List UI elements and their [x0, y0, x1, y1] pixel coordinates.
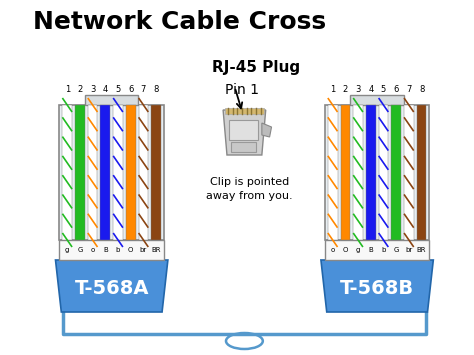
Text: BR: BR: [151, 247, 161, 253]
Text: B: B: [103, 247, 108, 253]
Text: 7: 7: [406, 85, 411, 94]
Text: g: g: [65, 247, 69, 253]
Text: B: B: [368, 247, 373, 253]
Text: 4: 4: [368, 85, 374, 94]
Polygon shape: [223, 110, 266, 155]
Bar: [325, 105, 429, 240]
Text: g: g: [356, 247, 360, 253]
Text: Pin 1: Pin 1: [225, 83, 259, 97]
Text: 3: 3: [90, 85, 95, 94]
Text: b: b: [116, 247, 120, 253]
Bar: [85, 95, 138, 105]
Text: o: o: [330, 247, 335, 253]
Text: 8: 8: [154, 85, 159, 94]
Bar: [340, 105, 350, 240]
Text: br: br: [405, 247, 412, 253]
Text: T-568A: T-568A: [74, 279, 149, 298]
Text: 4: 4: [103, 85, 108, 94]
Text: 2: 2: [77, 85, 82, 94]
Text: br: br: [140, 247, 147, 253]
Text: Network Cable Cross: Network Cable Cross: [33, 10, 326, 34]
Text: 2: 2: [343, 85, 348, 94]
Bar: [59, 240, 164, 260]
Bar: [113, 105, 123, 240]
Text: Clip is pointed
away from you.: Clip is pointed away from you.: [206, 177, 292, 201]
Text: 6: 6: [128, 85, 133, 94]
Text: 7: 7: [141, 85, 146, 94]
Bar: [151, 105, 161, 240]
Bar: [325, 240, 429, 260]
Text: O: O: [128, 247, 133, 253]
Bar: [353, 105, 363, 240]
Text: T-568B: T-568B: [340, 279, 414, 298]
Bar: [350, 95, 404, 105]
Bar: [59, 105, 164, 240]
Text: RJ-45 Plug: RJ-45 Plug: [212, 60, 300, 75]
Text: 8: 8: [419, 85, 424, 94]
Text: o: o: [91, 247, 95, 253]
Bar: [88, 105, 98, 240]
Text: b: b: [381, 247, 386, 253]
Bar: [231, 142, 256, 152]
Bar: [126, 105, 136, 240]
Bar: [225, 108, 264, 114]
Text: O: O: [343, 247, 348, 253]
Polygon shape: [55, 260, 168, 312]
Bar: [138, 105, 148, 240]
Text: 6: 6: [393, 85, 399, 94]
Text: BR: BR: [417, 247, 426, 253]
Bar: [328, 105, 337, 240]
Bar: [392, 105, 401, 240]
Text: G: G: [393, 247, 399, 253]
Polygon shape: [262, 123, 272, 137]
Bar: [404, 105, 414, 240]
Text: 1: 1: [330, 85, 335, 94]
Bar: [379, 105, 388, 240]
Text: 3: 3: [356, 85, 361, 94]
Bar: [75, 105, 85, 240]
Bar: [229, 120, 258, 140]
Bar: [63, 105, 72, 240]
Polygon shape: [321, 260, 433, 312]
Bar: [417, 105, 427, 240]
Text: 1: 1: [64, 85, 70, 94]
Bar: [366, 105, 375, 240]
Text: 5: 5: [381, 85, 386, 94]
Text: G: G: [77, 247, 82, 253]
Text: 5: 5: [115, 85, 121, 94]
Bar: [100, 105, 110, 240]
